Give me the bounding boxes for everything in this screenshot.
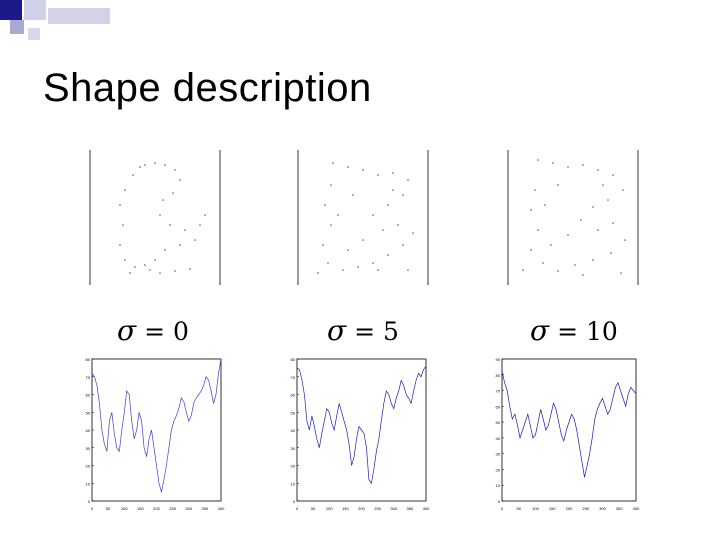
x-tick-label: 0: [296, 506, 299, 511]
y-tick-label: 60: [291, 393, 296, 398]
y-tick-label: 50: [291, 410, 296, 415]
contour-plot-sigma-0: [89, 150, 221, 285]
y-tick-label: 20: [86, 464, 91, 469]
x-tick-label: 350: [202, 506, 209, 511]
x-tick-label: 250: [374, 506, 381, 511]
y-tick-label: 20: [291, 464, 296, 469]
y-tick-label: 40: [496, 436, 501, 441]
y-tick-label: 30: [496, 452, 501, 457]
x-tick-label: 300: [185, 506, 192, 511]
y-tick-label: 40: [291, 428, 296, 433]
y-tick-label: 60: [86, 393, 91, 398]
y-tick-label: 80: [496, 373, 501, 378]
slide-logo-squares: [0, 0, 110, 40]
y-tick-label: 30: [86, 446, 91, 451]
series-line: [296, 365, 427, 485]
y-tick-label: 0: [88, 499, 91, 504]
sigma-label-5: σ = 5: [327, 314, 399, 347]
x-tick-label: 150: [342, 506, 349, 511]
x-tick-label: 150: [137, 506, 144, 511]
y-tick-label: 90: [496, 357, 501, 362]
y-tick-label: 10: [291, 481, 296, 486]
contour-plot-sigma-10: [507, 150, 639, 285]
x-tick-label: 100: [532, 506, 539, 511]
y-tick-label: 20: [496, 467, 501, 472]
series-line: [91, 358, 222, 493]
y-tick-label: 80: [291, 357, 296, 362]
x-tick-label: 50: [106, 506, 111, 511]
x-tick-label: 250: [169, 506, 176, 511]
y-tick-label: 0: [293, 499, 296, 504]
y-tick-label: 10: [86, 481, 91, 486]
y-tick-label: 0: [498, 499, 501, 504]
chart-frame: [91, 358, 222, 502]
x-tick-label: 400: [633, 506, 640, 511]
y-tick-label: 50: [496, 420, 501, 425]
x-tick-label: 200: [153, 506, 160, 511]
y-tick-label: 70: [86, 375, 91, 380]
x-tick-label: 300: [390, 506, 397, 511]
y-tick-label: 10: [496, 483, 501, 488]
x-tick-label: 100: [121, 506, 128, 511]
x-tick-label: 50: [311, 506, 316, 511]
y-tick-label: 80: [86, 357, 91, 362]
y-tick-label: 50: [86, 410, 91, 415]
series-line: [501, 371, 637, 478]
chart-frame: [501, 358, 637, 502]
x-tick-label: 150: [549, 506, 556, 511]
x-tick-label: 350: [616, 506, 623, 511]
x-tick-label: 350: [407, 506, 414, 511]
sigma-label-0: σ = 0: [117, 314, 189, 347]
x-tick-label: 200: [358, 506, 365, 511]
x-tick-label: 100: [326, 506, 333, 511]
x-tick-label: 300: [599, 506, 606, 511]
contour-plot-sigma-5: [297, 150, 429, 285]
y-tick-label: 70: [496, 389, 501, 394]
sigma-label-10: σ = 10: [530, 314, 618, 347]
x-tick-label: 200: [566, 506, 573, 511]
y-tick-label: 60: [496, 404, 501, 409]
slide-title: Shape description: [43, 66, 372, 110]
y-tick-label: 30: [291, 446, 296, 451]
x-tick-label: 400: [423, 506, 430, 511]
x-tick-label: 400: [218, 506, 225, 511]
x-tick-label: 0: [501, 506, 504, 511]
y-tick-label: 40: [86, 428, 91, 433]
y-tick-label: 70: [291, 375, 296, 380]
x-tick-label: 50: [517, 506, 522, 511]
x-tick-label: 250: [582, 506, 589, 511]
x-tick-label: 0: [91, 506, 94, 511]
